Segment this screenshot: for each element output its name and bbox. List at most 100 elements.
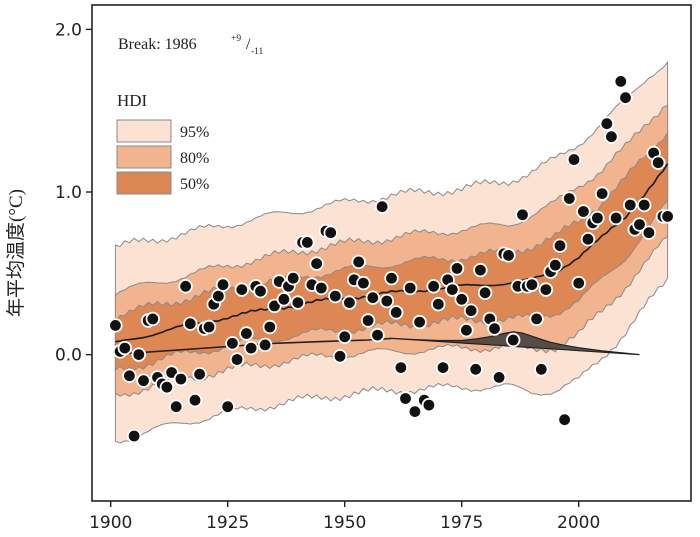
legend-swatch-50: [116, 171, 172, 195]
data-point: [239, 326, 254, 341]
data-point: [431, 297, 446, 312]
data-point: [449, 261, 465, 276]
data-point: [220, 399, 235, 414]
data-point: [192, 367, 207, 382]
data-point: [651, 155, 666, 170]
legend-label-80: 80%: [180, 150, 209, 167]
data-point: [337, 329, 352, 345]
data-point: [145, 311, 161, 327]
data-point: [384, 271, 399, 286]
data-point: [290, 295, 306, 310]
data-point: [314, 280, 329, 296]
data-point: [262, 319, 278, 335]
legend-label-50: 50%: [180, 176, 209, 193]
data-point: [660, 209, 675, 224]
data-point: [459, 323, 474, 338]
y-axis-label: 年平均温度(°C): [5, 189, 27, 317]
data-point: [477, 285, 493, 301]
data-point: [576, 204, 591, 219]
data-point: [524, 277, 540, 292]
data-point: [580, 231, 596, 247]
break-annotation-sup: +9: [231, 34, 241, 44]
data-point: [623, 197, 638, 213]
data-point: [487, 321, 502, 336]
data-point: [187, 393, 203, 408]
data-point: [618, 90, 633, 105]
data-point: [178, 279, 193, 294]
data-point: [632, 217, 647, 232]
data-point: [637, 197, 652, 213]
data-point: [229, 352, 245, 367]
data-point: [360, 313, 376, 328]
legend-swatch-95: [116, 119, 172, 143]
data-point: [426, 279, 441, 294]
data-point: [173, 371, 189, 387]
data-point: [445, 282, 460, 297]
data-point: [407, 404, 423, 419]
plot-frame: [91, 4, 692, 502]
data-point: [108, 318, 123, 333]
data-point: [201, 319, 217, 335]
legend-swatch-80: [116, 145, 172, 169]
break-annotation-prefix: Break: 1986: [118, 36, 197, 53]
data-point: [379, 293, 395, 309]
data-point: [234, 282, 250, 297]
data-point: [398, 391, 413, 406]
data-point: [332, 349, 348, 364]
data-point: [136, 373, 151, 388]
y-tick-label: 1.0: [55, 183, 82, 203]
data-point: [454, 292, 469, 307]
data-point: [351, 254, 366, 270]
data-point: [548, 258, 563, 273]
data-point: [300, 235, 315, 250]
data-point: [571, 275, 586, 291]
x-tick-label: 1925: [206, 513, 249, 533]
data-point: [168, 399, 184, 414]
data-point: [126, 428, 142, 444]
break-annotation: Break: 1986 +9 / -11: [118, 34, 264, 57]
legend-label-95: 95%: [180, 124, 209, 141]
data-point: [389, 305, 404, 320]
data-point: [468, 362, 483, 377]
y-tick-label: 0.0: [55, 346, 82, 366]
data-points: [108, 74, 675, 444]
data-point: [356, 275, 371, 291]
data-point: [374, 199, 390, 214]
data-point: [613, 74, 629, 89]
data-point: [131, 347, 147, 362]
hdi-bands: [114, 60, 669, 444]
break-annotation-sep: /: [246, 36, 251, 53]
data-point: [370, 327, 385, 343]
data-point: [403, 280, 418, 296]
x-tick-label: 1950: [323, 513, 366, 533]
data-point: [342, 295, 357, 310]
data-point: [323, 225, 338, 240]
data-point: [641, 225, 657, 240]
data-point: [183, 316, 198, 331]
data-point: [117, 340, 133, 356]
data-point: [590, 210, 605, 226]
data-point: [328, 288, 343, 304]
data-point: [412, 314, 427, 330]
legend-title: HDI: [117, 91, 148, 110]
data-point: [243, 340, 259, 356]
x-tick-label: 1900: [89, 513, 132, 533]
data-point: [393, 360, 409, 375]
data-point: [253, 284, 268, 299]
data-point: [473, 262, 488, 278]
data-point: [122, 368, 137, 384]
data-point: [608, 210, 624, 226]
data-point: [421, 397, 437, 413]
data-point: [557, 412, 572, 427]
data-point: [594, 186, 610, 201]
data-point: [463, 303, 479, 318]
data-point: [529, 311, 544, 327]
data-point: [215, 277, 231, 292]
x-tick-label: 2000: [557, 513, 600, 533]
data-point: [562, 191, 577, 206]
data-point: [534, 362, 549, 377]
data-point: [566, 152, 582, 167]
data-point: [538, 282, 554, 297]
data-point: [515, 207, 530, 223]
